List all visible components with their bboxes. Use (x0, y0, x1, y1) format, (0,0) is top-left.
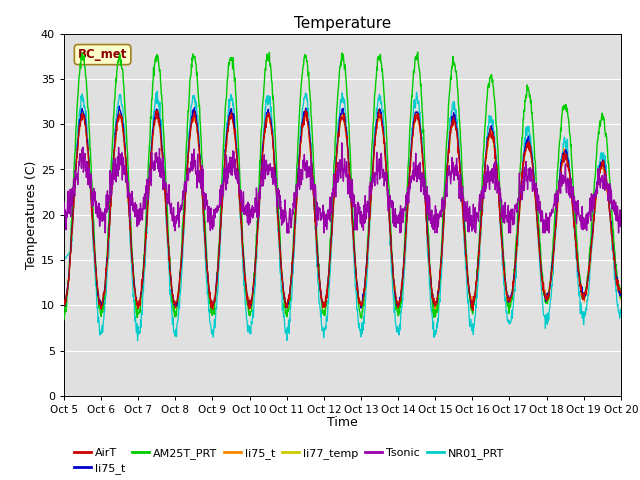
Legend: AirT, li75_t, AM25T_PRT, li75_t, li77_temp, Tsonic, NR01_PRT: AirT, li75_t, AM25T_PRT, li75_t, li77_te… (70, 443, 509, 479)
Title: Temperature: Temperature (294, 16, 391, 31)
Y-axis label: Temperatures (C): Temperatures (C) (25, 161, 38, 269)
X-axis label: Time: Time (327, 417, 358, 430)
Text: BC_met: BC_met (78, 48, 127, 61)
